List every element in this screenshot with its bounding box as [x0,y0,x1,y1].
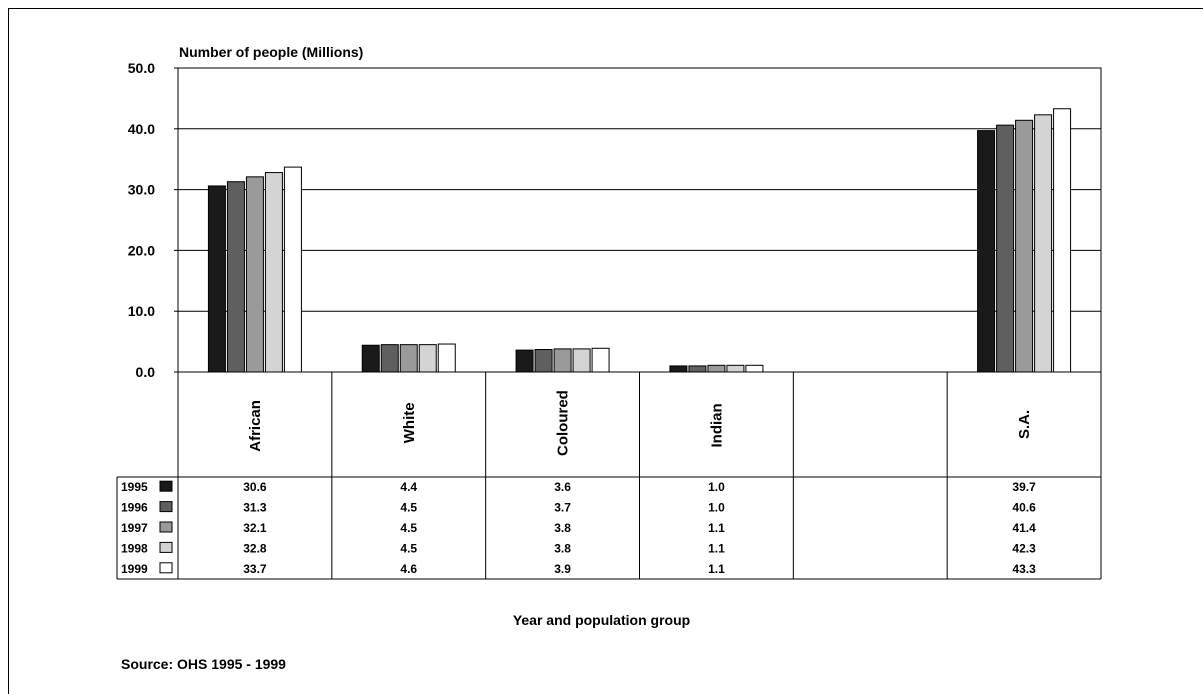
y-tick-label: 40.0 [128,121,155,137]
legend-label: 1996 [121,501,148,515]
data-label: 3.8 [554,521,571,535]
bar [977,130,996,373]
data-label: 32.1 [243,521,267,535]
data-label: 3.8 [554,541,571,555]
y-tick-label: 50.0 [128,60,155,76]
bar [361,344,380,373]
data-label: 41.4 [1012,521,1036,535]
legend-label: 1999 [121,562,148,576]
bar [534,349,553,373]
legend-swatch [159,501,173,513]
bar [399,344,418,373]
data-label: 30.6 [243,480,267,494]
bar [207,185,226,373]
category-label: Indian [708,403,725,447]
data-label: 4.4 [400,480,417,494]
legend-swatch [159,521,173,533]
category-label: White [401,402,418,443]
data-label: 4.5 [400,501,417,515]
bar [745,364,764,373]
bar [264,172,283,373]
y-axis-label: Number of people (Millions) [179,44,364,60]
category-label: S.A. [1016,410,1033,439]
x-axis-label: Year and population group [512,612,691,628]
data-label: 32.8 [243,541,267,555]
bar [380,344,399,373]
category-label: African [247,400,264,452]
data-label: 43.3 [1012,562,1036,576]
bar [437,343,456,373]
legend-label: 1997 [121,521,148,535]
bar [515,349,534,373]
y-tick-label: 30.0 [128,182,155,198]
data-label: 31.3 [243,501,267,515]
bar [245,176,264,373]
y-tick-label: 20.0 [128,242,155,258]
category-label: Coloured [555,390,572,456]
legend-swatch [159,480,173,492]
data-label: 3.9 [554,562,571,576]
bar [1015,119,1034,373]
bar [418,344,437,373]
legend-swatch [159,562,173,574]
data-label: 40.6 [1012,501,1036,515]
bar [572,348,591,373]
data-label: 1.1 [708,541,725,555]
bar [283,166,302,373]
bar [1034,114,1053,373]
legend-label: 1998 [121,541,148,555]
chart-frame [8,8,1203,694]
y-tick-label: 10.0 [128,303,155,319]
bar [591,347,610,373]
legend-label: 1995 [121,480,148,494]
data-label: 42.3 [1012,541,1036,555]
data-label: 4.6 [400,562,417,576]
legend-swatch [159,541,173,553]
bar [1053,108,1072,373]
data-label: 3.6 [554,480,571,494]
bar [226,181,245,373]
bar [688,365,707,373]
bar [707,364,726,373]
data-label: 3.7 [554,501,571,515]
data-label: 1.0 [708,480,725,494]
y-tick-label: 0.0 [136,364,156,380]
data-label: 39.7 [1012,480,1036,494]
data-label: 4.5 [400,521,417,535]
data-label: 1.0 [708,501,725,515]
data-label: 1.1 [708,521,725,535]
data-label: 1.1 [708,562,725,576]
bar [669,365,688,373]
bar [996,124,1015,373]
source-note: Source: OHS 1995 - 1999 [121,656,286,672]
bar [726,364,745,373]
data-label: 4.5 [400,541,417,555]
plot-border [177,67,1102,373]
data-label: 33.7 [243,562,267,576]
bar [553,348,572,373]
